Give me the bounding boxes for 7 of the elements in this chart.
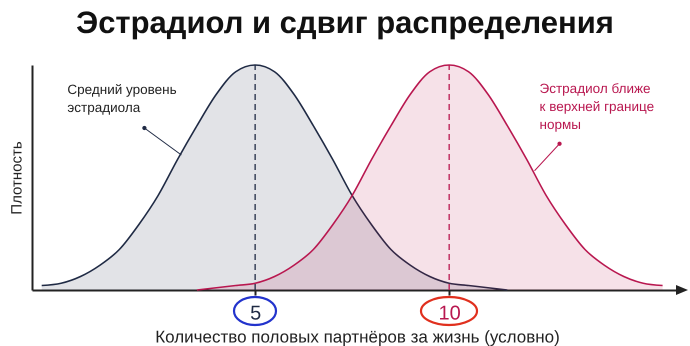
annotation: Эстрадиол ближе к верхней границе нормы [540,80,654,132]
y-axis-title: Плотность [8,141,26,215]
x-tick-label: 5 [250,302,262,324]
x-tick-label: 10 [438,302,461,324]
x-axis-title: Количество половых партнёров за жизнь (условно) [155,328,560,346]
chart-title: Эстрадиол и сдвиг распределения [76,5,614,40]
annotation: Средний уровень эстрадиола [67,82,177,115]
